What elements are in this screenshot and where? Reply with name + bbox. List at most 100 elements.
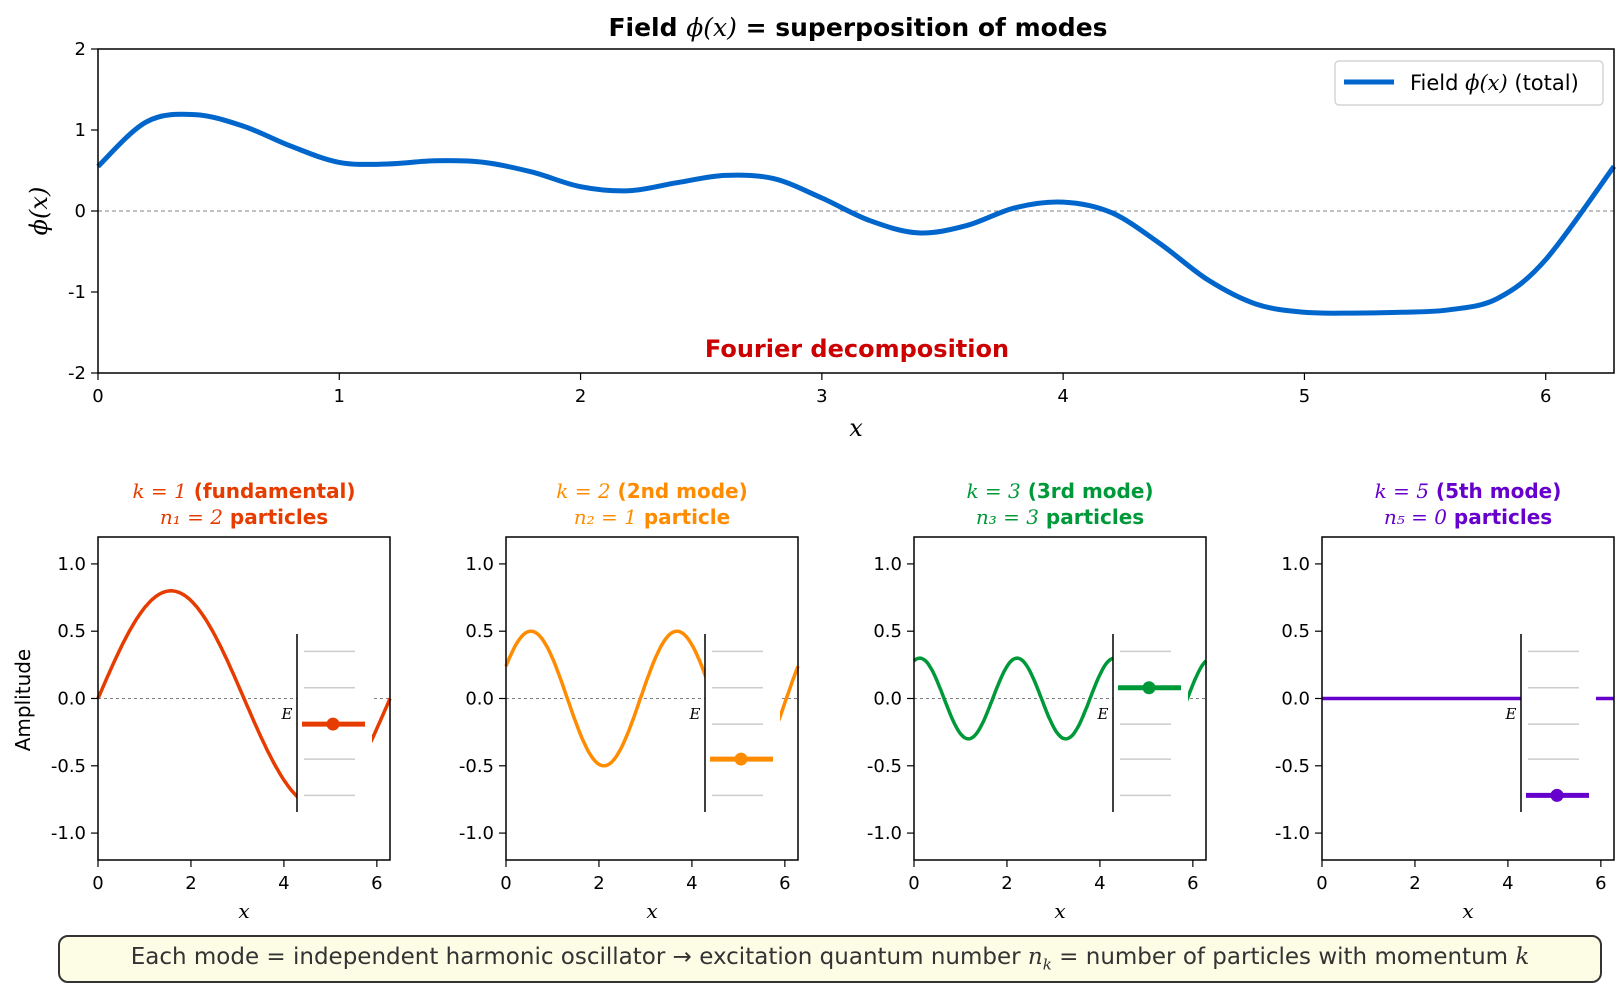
main-title: Field ϕ(x) = superposition of modes xyxy=(608,13,1107,42)
energy-inset-bg xyxy=(1113,632,1188,812)
sub-y-tick-label: -1.0 xyxy=(1275,823,1310,844)
mode-title-line2: n₃ = 3 particles xyxy=(976,505,1144,529)
sub-x-tick-label: 2 xyxy=(185,873,196,894)
sub-x-axis-label: x xyxy=(1462,899,1473,923)
caption-k: k xyxy=(1515,944,1530,971)
caption-nk: nk xyxy=(1028,944,1052,974)
mode-title-line1: k = 3 (3rd mode) xyxy=(966,479,1153,503)
legend-label: Field ϕ(x) (total) xyxy=(1410,71,1579,95)
energy-axis-label: E xyxy=(689,705,701,723)
energy-axis-label: E xyxy=(1097,705,1109,723)
main-chart: Field ϕ(x) = superposition of modes 0 1 2 3… xyxy=(25,13,1617,442)
sub-y-axis-label: Amplitude xyxy=(11,649,35,752)
mode-title-rest: (fundamental) xyxy=(187,479,356,503)
sub-x-tick-label: 4 xyxy=(1094,873,1105,894)
mode-n-label: n₁ = 2 xyxy=(160,505,223,529)
energy-inset-bg xyxy=(705,632,780,812)
sub-y-tick-label: -1.0 xyxy=(459,823,494,844)
energy-axis-label: E xyxy=(1505,705,1517,723)
main-y-tick-label: -1 xyxy=(68,282,86,303)
particle-marker xyxy=(1550,788,1564,802)
mode-title-rest: (3rd mode) xyxy=(1021,479,1154,503)
sub-y-tick-label: 1.0 xyxy=(57,554,86,575)
sub-x-tick-label: 4 xyxy=(686,873,697,894)
main-x-tick-label: 5 xyxy=(1299,386,1310,407)
mode-chart-k1: k = 1 (fundamental) n₁ = 2 particles x E… xyxy=(51,479,392,923)
caption-part2: = number of particles with momentum xyxy=(1051,944,1516,971)
mode-title-line1: k = 5 (5th mode) xyxy=(1375,479,1562,503)
mode-title-rest: (5th mode) xyxy=(1429,479,1561,503)
sub-y-tick-label: 0.0 xyxy=(57,689,86,710)
mode-n-rest: particles xyxy=(1039,505,1144,529)
main-x-tick-label: 1 xyxy=(334,386,345,407)
main-ticks: 0 1 2 3 4 5 6 -2 -1 0 1 2 xyxy=(68,39,1551,407)
main-x-tick-label: 3 xyxy=(816,386,827,407)
main-title-var: ϕ(x) xyxy=(686,13,737,42)
main-y-tick-label: 0 xyxy=(75,201,86,222)
main-x-tick-label: 4 xyxy=(1057,386,1068,407)
mode-k-label: k = 2 xyxy=(556,479,610,503)
sub-x-axis-label: x xyxy=(238,899,249,923)
sub-y-tick-label: -0.5 xyxy=(867,756,902,777)
mode-n-label: n₅ = 0 xyxy=(1384,505,1447,529)
particle-marker xyxy=(1142,681,1156,695)
legend-suffix: (total) xyxy=(1508,71,1579,95)
fourier-annotation: Fourier decomposition xyxy=(705,335,1009,363)
sub-y-tick-label: 0.5 xyxy=(873,621,902,642)
sub-x-tick-label: 4 xyxy=(278,873,289,894)
sub-x-tick-label: 6 xyxy=(1187,873,1198,894)
sub-x-tick-label: 4 xyxy=(1502,873,1513,894)
mode-title-line2: n₅ = 0 particles xyxy=(1384,505,1552,529)
sub-x-tick-label: 6 xyxy=(779,873,790,894)
mode-chart-k5: k = 5 (5th mode) n₅ = 0 particles x E 0 2… xyxy=(1275,479,1615,923)
main-legend: Field ϕ(x) (total) xyxy=(1334,60,1604,106)
mode-chart-k3: k = 3 (3rd mode) n₃ = 3 particles x E 0 2… xyxy=(867,479,1208,923)
sub-y-tick-label: -1.0 xyxy=(51,823,86,844)
sub-x-axis-label: x xyxy=(646,899,657,923)
energy-inset-bg xyxy=(1521,632,1596,812)
sub-x-tick-label: 6 xyxy=(1595,873,1606,894)
caption-part1: Each mode = independent harmonic oscilla… xyxy=(130,944,1028,971)
sub-y-tick-label: 1.0 xyxy=(873,554,902,575)
main-title-prefix: Field xyxy=(608,13,686,42)
sub-x-tick-label: 2 xyxy=(1409,873,1420,894)
caption-box: Each mode = independent harmonic oscilla… xyxy=(58,935,1602,983)
main-y-tick-label: 2 xyxy=(75,39,86,60)
particle-marker xyxy=(734,752,748,766)
main-x-axis-label: x xyxy=(849,414,863,442)
energy-axis-label: E xyxy=(281,705,293,723)
sub-x-tick-label: 0 xyxy=(92,873,103,894)
sub-y-tick-label: -0.5 xyxy=(459,756,494,777)
sub-y-tick-label: 0.0 xyxy=(1281,689,1310,710)
legend-var: ϕ(x) xyxy=(1465,71,1508,95)
main-x-tick-label: 2 xyxy=(575,386,586,407)
mode-title-rest: (2nd mode) xyxy=(611,479,748,503)
caption-text: Each mode = independent harmonic oscilla… xyxy=(131,944,1530,974)
sub-x-tick-label: 6 xyxy=(371,873,382,894)
main-x-tick-label: 6 xyxy=(1540,386,1551,407)
sub-x-tick-label: 0 xyxy=(500,873,511,894)
mode-title-line1: k = 2 (2nd mode) xyxy=(556,479,747,503)
sub-y-tick-label: -1.0 xyxy=(867,823,902,844)
main-x-tick-label: 0 xyxy=(92,386,103,407)
mode-chart-k2: k = 2 (2nd mode) n₂ = 1 particle x E 0 2 4… xyxy=(459,479,800,923)
particle-marker xyxy=(326,717,340,731)
caption-nk-sub: k xyxy=(1042,955,1052,974)
sub-y-tick-label: 0.5 xyxy=(1281,621,1310,642)
mode-n-rest: particles xyxy=(1447,505,1552,529)
main-field-line xyxy=(96,111,1617,316)
legend-frame xyxy=(1334,60,1604,106)
mode-title-line1: k = 1 (fundamental) xyxy=(132,479,355,503)
sub-y-tick-label: -0.5 xyxy=(1275,756,1310,777)
sub-y-tick-label: 0.0 xyxy=(465,689,494,710)
main-y-tick-label: -2 xyxy=(68,363,86,384)
sub-y-tick-label: 0.0 xyxy=(873,689,902,710)
sub-y-tick-label: 0.5 xyxy=(57,621,86,642)
sub-x-tick-label: 0 xyxy=(1316,873,1327,894)
main-title-suffix: = superposition of modes xyxy=(737,13,1108,42)
sub-y-tick-label: 1.0 xyxy=(1281,554,1310,575)
sub-x-tick-label: 2 xyxy=(593,873,604,894)
mode-n-label: n₂ = 1 xyxy=(574,505,637,529)
sub-x-axis-label: x xyxy=(1054,899,1065,923)
